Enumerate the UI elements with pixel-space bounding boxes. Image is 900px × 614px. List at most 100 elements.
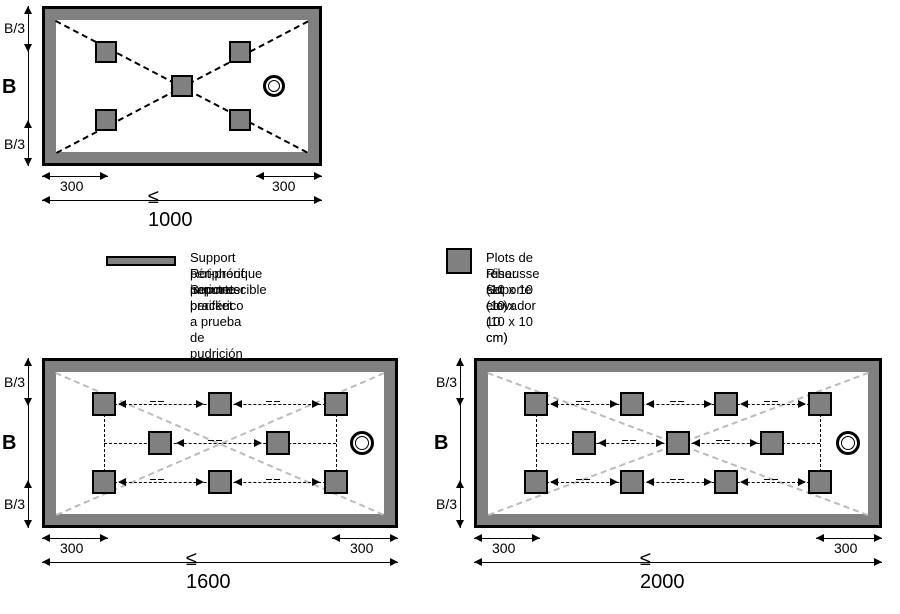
arrowhead-icon bbox=[456, 398, 464, 406]
arrowhead-icon bbox=[740, 400, 748, 408]
arrowhead-icon bbox=[24, 6, 32, 14]
equal-mark-icon bbox=[150, 401, 156, 402]
legend-riser-icon bbox=[446, 248, 472, 274]
equal-mark-icon bbox=[670, 401, 676, 402]
riser-plot bbox=[524, 470, 548, 494]
riser-plot bbox=[524, 392, 548, 416]
equal-mark-icon bbox=[266, 479, 272, 480]
riser-plot bbox=[714, 392, 738, 416]
arrowhead-icon bbox=[816, 534, 824, 542]
equal-mark-icon bbox=[764, 401, 770, 402]
arrowhead-icon bbox=[610, 400, 618, 408]
dim-line bbox=[332, 538, 398, 539]
arrowhead-icon bbox=[118, 400, 126, 408]
dim-label-B3: B/3 bbox=[436, 496, 457, 512]
dim-label-width: ≤ 1000 bbox=[148, 186, 192, 232]
dim-label-B: B bbox=[2, 76, 16, 99]
riser-plot bbox=[95, 109, 117, 131]
dim-label-B3: B/3 bbox=[4, 136, 25, 152]
riser-plot bbox=[808, 392, 832, 416]
arrowhead-icon bbox=[42, 196, 50, 204]
dim-label-B: B bbox=[2, 432, 16, 455]
equal-mark-icon bbox=[724, 440, 730, 441]
arrowhead-icon bbox=[24, 358, 32, 366]
equal-mark-icon bbox=[216, 440, 222, 441]
arrowhead-icon bbox=[704, 400, 712, 408]
dim-line bbox=[474, 538, 540, 539]
dim-line bbox=[42, 176, 108, 177]
dim-label-B3: B/3 bbox=[436, 374, 457, 390]
arrowhead-icon bbox=[798, 478, 806, 486]
arrowhead-icon bbox=[610, 478, 618, 486]
arrowhead-icon bbox=[42, 534, 50, 542]
arrowhead-icon bbox=[118, 478, 126, 486]
arrowhead-icon bbox=[314, 172, 322, 180]
equal-mark-icon bbox=[670, 479, 676, 480]
riser-plot bbox=[208, 470, 232, 494]
arrowhead-icon bbox=[390, 534, 398, 542]
arrowhead-icon bbox=[692, 439, 700, 447]
drain-icon bbox=[263, 75, 285, 97]
legend-bracket-es: Soporte periférico a prueba de pudrición bbox=[190, 282, 243, 362]
equal-mark-icon bbox=[274, 479, 280, 480]
dim-line bbox=[816, 538, 882, 539]
riser-plot bbox=[229, 41, 251, 63]
arrowhead-icon bbox=[456, 520, 464, 528]
dim-label-B3: B/3 bbox=[4, 20, 25, 36]
arrowhead-icon bbox=[234, 400, 242, 408]
arrowhead-icon bbox=[704, 478, 712, 486]
equal-mark-icon bbox=[764, 479, 770, 480]
equal-mark-icon bbox=[208, 440, 214, 441]
arrowhead-icon bbox=[474, 558, 482, 566]
equal-mark-icon bbox=[584, 401, 590, 402]
dim-label-300: 300 bbox=[272, 178, 295, 194]
arrowhead-icon bbox=[196, 478, 204, 486]
arrowhead-icon bbox=[390, 558, 398, 566]
riser-plot bbox=[92, 470, 116, 494]
arrowhead-icon bbox=[532, 534, 540, 542]
dim-label-300: 300 bbox=[60, 178, 83, 194]
equal-mark-icon bbox=[266, 401, 272, 402]
dim-line bbox=[28, 358, 29, 528]
legend-riser-es: Soporte elevador (10 x 10 cm) bbox=[486, 282, 536, 346]
equal-mark-icon bbox=[630, 440, 636, 441]
dim-label-B3: B/3 bbox=[4, 496, 25, 512]
dim-label-B: B bbox=[434, 432, 448, 455]
guide bbox=[104, 443, 336, 444]
arrowhead-icon bbox=[456, 480, 464, 488]
equal-mark-icon bbox=[576, 479, 582, 480]
dim-line bbox=[256, 176, 322, 177]
arrowhead-icon bbox=[874, 558, 882, 566]
riser-plot bbox=[324, 470, 348, 494]
dim-label-300: 300 bbox=[834, 540, 857, 556]
guide bbox=[536, 404, 820, 405]
arrowhead-icon bbox=[646, 400, 654, 408]
riser-plot bbox=[92, 392, 116, 416]
riser-plot bbox=[148, 431, 172, 455]
riser-plot bbox=[760, 431, 784, 455]
equal-mark-icon bbox=[622, 440, 628, 441]
equal-mark-icon bbox=[158, 401, 164, 402]
equal-mark-icon bbox=[584, 479, 590, 480]
arrowhead-icon bbox=[176, 439, 184, 447]
equal-mark-icon bbox=[772, 401, 778, 402]
equal-mark-icon bbox=[772, 479, 778, 480]
guide bbox=[536, 482, 820, 483]
dim-label-300: 300 bbox=[60, 540, 83, 556]
drain-icon bbox=[836, 431, 860, 455]
riser-plot bbox=[208, 392, 232, 416]
equal-mark-icon bbox=[274, 401, 280, 402]
riser-plot bbox=[171, 75, 193, 97]
equal-mark-icon bbox=[716, 440, 722, 441]
riser-plot bbox=[572, 431, 596, 455]
arrowhead-icon bbox=[312, 478, 320, 486]
arrowhead-icon bbox=[24, 158, 32, 166]
arrowhead-icon bbox=[42, 558, 50, 566]
arrowhead-icon bbox=[332, 534, 340, 542]
equal-mark-icon bbox=[150, 479, 156, 480]
dim-label-300: 300 bbox=[350, 540, 373, 556]
arrowhead-icon bbox=[42, 172, 50, 180]
arrowhead-icon bbox=[550, 478, 558, 486]
dim-label-B3: B/3 bbox=[4, 374, 25, 390]
dim-line bbox=[42, 538, 108, 539]
